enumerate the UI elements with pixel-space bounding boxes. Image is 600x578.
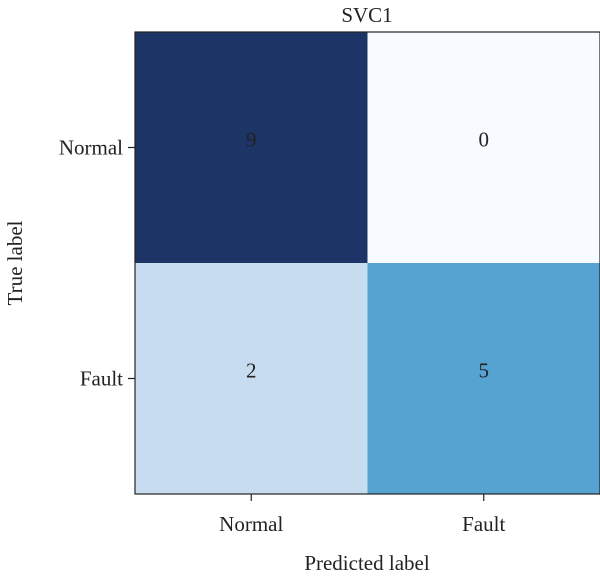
matrix-cells [135,32,600,494]
matrix-cell-0-1 [367,32,600,263]
matrix-cell-1-1 [367,263,600,494]
cell-value-0-0: 9 [246,128,257,152]
cell-value-1-0: 2 [246,359,257,383]
y-tick-label-normal: Normal [59,136,123,160]
x-axis-label: Predicted label [304,551,430,575]
chart-title: SVC1 [341,3,392,27]
matrix-cell-0-0 [135,32,368,263]
x-tick-label-normal: Normal [219,512,283,536]
matrix-cell-labels: 9 0 2 5 [246,128,489,383]
x-axis-tick-labels: Normal Fault [219,512,505,536]
cell-value-1-1: 5 [479,359,490,383]
x-axis-ticks [250,494,485,501]
cell-value-0-1: 0 [479,128,490,152]
y-axis-label: True label [3,220,27,305]
matrix-cell-1-0 [135,263,368,494]
y-tick-label-fault: Fault [80,367,123,391]
x-tick-label-fault: Fault [462,512,505,536]
y-axis-tick-labels: Normal Fault [59,136,123,391]
y-axis-ticks [128,146,135,380]
plot-frame [134,31,600,495]
